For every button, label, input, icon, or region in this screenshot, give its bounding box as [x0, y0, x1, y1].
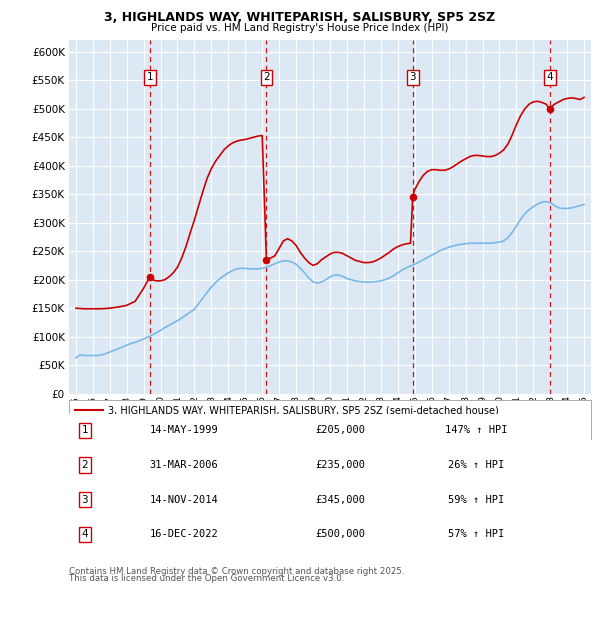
Text: HPI: Average price, semi-detached house, Wiltshire: HPI: Average price, semi-detached house,… — [108, 425, 359, 435]
Text: 4: 4 — [547, 73, 553, 82]
Text: 1: 1 — [82, 425, 88, 435]
Text: 3: 3 — [82, 495, 88, 505]
Text: 14-NOV-2014: 14-NOV-2014 — [149, 495, 218, 505]
Text: This data is licensed under the Open Government Licence v3.0.: This data is licensed under the Open Gov… — [69, 574, 344, 583]
Text: 3, HIGHLANDS WAY, WHITEPARISH, SALISBURY, SP5 2SZ (semi-detached house): 3, HIGHLANDS WAY, WHITEPARISH, SALISBURY… — [108, 405, 499, 415]
Text: £500,000: £500,000 — [316, 529, 365, 539]
Text: 147% ↑ HPI: 147% ↑ HPI — [445, 425, 508, 435]
Text: 3: 3 — [409, 73, 416, 82]
Text: £345,000: £345,000 — [316, 495, 365, 505]
Text: 4: 4 — [82, 529, 88, 539]
Text: Contains HM Land Registry data © Crown copyright and database right 2025.: Contains HM Land Registry data © Crown c… — [69, 567, 404, 576]
Text: £235,000: £235,000 — [316, 460, 365, 470]
Text: 59% ↑ HPI: 59% ↑ HPI — [448, 495, 504, 505]
Text: Price paid vs. HM Land Registry's House Price Index (HPI): Price paid vs. HM Land Registry's House … — [151, 23, 449, 33]
Text: 16-DEC-2022: 16-DEC-2022 — [149, 529, 218, 539]
Text: 31-MAR-2006: 31-MAR-2006 — [149, 460, 218, 470]
Text: 1: 1 — [146, 73, 153, 82]
Text: 57% ↑ HPI: 57% ↑ HPI — [448, 529, 504, 539]
Text: £205,000: £205,000 — [316, 425, 365, 435]
Text: 2: 2 — [82, 460, 88, 470]
Text: 2: 2 — [263, 73, 270, 82]
Text: 14-MAY-1999: 14-MAY-1999 — [149, 425, 218, 435]
Text: 26% ↑ HPI: 26% ↑ HPI — [448, 460, 504, 470]
Text: 3, HIGHLANDS WAY, WHITEPARISH, SALISBURY, SP5 2SZ: 3, HIGHLANDS WAY, WHITEPARISH, SALISBURY… — [104, 11, 496, 24]
